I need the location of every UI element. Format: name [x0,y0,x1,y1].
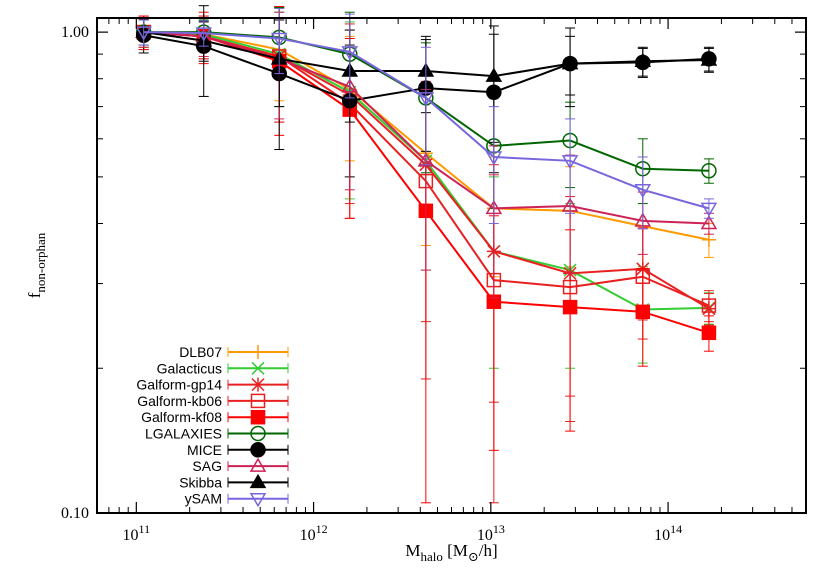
data-point [561,55,579,70]
legend-item: SAG [192,457,289,474]
legend-item: Galacticus [157,360,289,376]
data-point [701,232,716,247]
x-axis-label-unit-open: [M [443,541,468,560]
x-tick-label-exponent: 13 [493,522,505,536]
legend-label: Galacticus [157,360,222,376]
data-point [341,46,359,61]
legend-item: Galform-kb06 [137,393,289,409]
x-tick-label: 1014 [654,522,682,544]
x-axis-label-main: M [405,541,420,560]
x-tick-label: 1011 [123,522,151,544]
legend-label: SAG [192,458,222,474]
series-ysam [135,7,718,230]
data-point [195,27,213,42]
legend-marker [250,442,266,458]
legend-marker [251,377,265,392]
data-point [634,184,652,199]
x-tick-label-base: 10 [477,527,493,544]
legend-item: Galform-gp14 [136,377,289,393]
legend-label: Skibba [179,474,222,490]
data-point [561,155,579,170]
x-axis-label-unit-close: /h] [479,541,498,560]
data-point [135,26,152,41]
data-point [485,151,503,166]
legend-label: Galform-kf08 [141,409,222,425]
x-axis-label: Mhalo [M⊙/h] [405,541,497,564]
data-point [417,152,435,167]
legend-item: Skibba [179,473,289,490]
data-point [485,67,503,82]
x-tick-label: 1012 [300,522,328,544]
series-line [143,31,710,210]
data-point [635,304,651,320]
data-layer [135,5,718,504]
legend-marker [249,492,267,508]
data-point [562,299,578,315]
x-axis-label-sub: halo [420,549,442,564]
y-tick-label: 0.10 [61,505,89,522]
y-axis-label-main: f [25,292,44,298]
legend-marker [251,361,265,375]
x-axis-label-sun-symbol: ⊙ [468,549,479,564]
data-point [270,32,288,47]
data-point [700,214,718,230]
data-point [701,298,717,313]
legend-label: Galform-gp14 [136,377,222,393]
data-point [634,52,652,67]
legend-marker [250,425,266,442]
legend-item: LGALAXIES [145,425,289,442]
data-point [417,92,435,107]
x-tick-label-base: 10 [300,527,316,544]
data-point [700,202,718,217]
y-tick-label: 1.00 [61,24,89,41]
legend-marker [249,457,267,472]
legend-label: Galform-kb06 [137,393,222,409]
legend-marker [251,345,265,359]
x-tick-label-base: 10 [654,527,670,544]
legend-item: Galform-kf08 [141,409,289,425]
x-tick-label-base: 10 [123,527,139,544]
legend-label: DLB07 [179,344,222,360]
y-axis-label: fnon-orphan [25,232,48,298]
legend-marker [250,393,266,409]
data-point [700,51,718,66]
y-axis-label-sub: non-orphan [33,232,48,292]
legend-marker [250,409,266,425]
x-tick-label-exponent: 14 [670,522,682,536]
legend-label: MICE [187,442,222,458]
legend-item: ySAM [185,491,289,508]
x-tick-label: 1013 [477,522,505,544]
legend: DLB07GalacticusGalform-gp14Galform-kb06G… [136,344,289,508]
legend-marker-b [251,361,265,375]
data-point [701,162,717,179]
x-tick-label-exponent: 11 [139,522,151,536]
legend-label: ySAM [185,491,222,507]
x-tick-label-exponent: 12 [316,522,328,536]
data-point [701,325,717,341]
legend-label: LGALAXIES [145,426,222,442]
legend-marker [249,473,267,489]
legend-item: DLB07 [179,344,289,360]
legend-item: MICE [187,442,289,458]
